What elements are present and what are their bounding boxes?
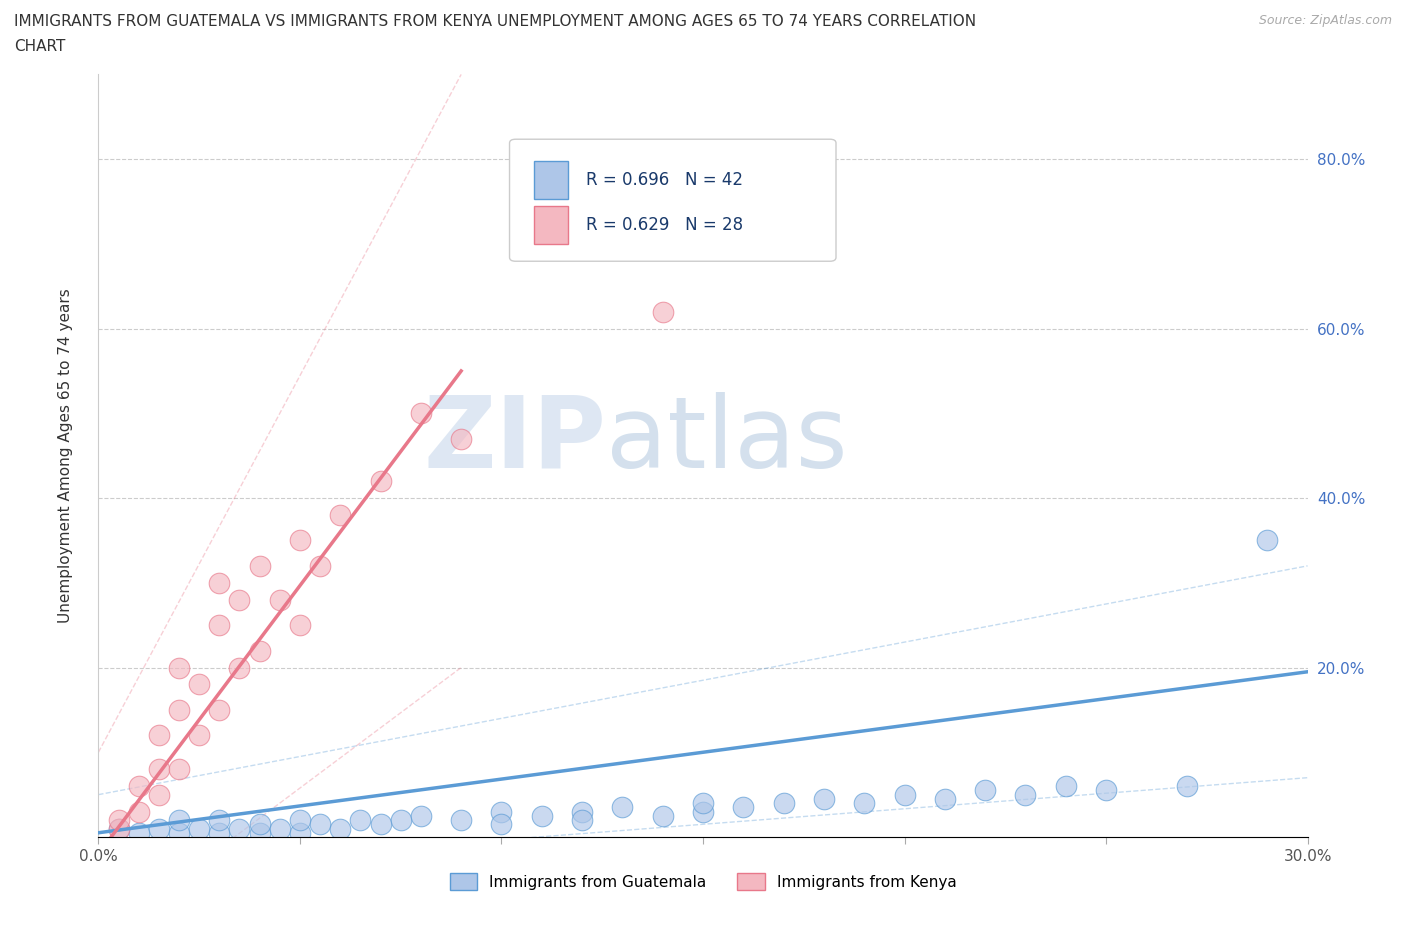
Point	[128, 825, 150, 840]
Point	[370, 817, 392, 831]
Point	[1095, 783, 1118, 798]
Point	[349, 813, 371, 828]
Text: R = 0.696   N = 42: R = 0.696 N = 42	[586, 170, 742, 189]
Point	[491, 817, 513, 831]
Point	[772, 796, 794, 811]
Point	[651, 808, 673, 823]
Point	[208, 813, 231, 828]
Point	[893, 787, 915, 802]
Point	[228, 821, 250, 836]
Point	[249, 825, 271, 840]
Point	[148, 762, 170, 777]
Point	[1054, 778, 1077, 793]
Point	[249, 644, 271, 658]
Point	[188, 821, 211, 836]
Point	[148, 728, 170, 743]
Point	[208, 825, 231, 840]
Point	[128, 778, 150, 793]
Point	[228, 660, 250, 675]
Point	[188, 677, 211, 692]
Point	[733, 800, 755, 815]
Point	[491, 804, 513, 819]
Text: atlas: atlas	[606, 392, 848, 489]
Text: ZIP: ZIP	[423, 392, 606, 489]
FancyBboxPatch shape	[509, 140, 837, 261]
Point	[188, 728, 211, 743]
Point	[288, 825, 311, 840]
Point	[269, 821, 291, 836]
Point	[249, 817, 271, 831]
Point	[167, 825, 190, 840]
FancyBboxPatch shape	[534, 161, 568, 199]
Point	[571, 804, 593, 819]
Point	[148, 821, 170, 836]
Point	[329, 508, 352, 523]
Point	[167, 702, 190, 717]
Point	[974, 783, 997, 798]
Point	[692, 796, 714, 811]
Point	[813, 791, 835, 806]
Point	[107, 821, 129, 836]
Point	[128, 804, 150, 819]
Point	[107, 821, 129, 836]
Point	[530, 808, 553, 823]
Point	[329, 821, 352, 836]
Point	[309, 558, 332, 573]
Point	[934, 791, 956, 806]
Point	[167, 762, 190, 777]
Text: R = 0.629   N = 28: R = 0.629 N = 28	[586, 217, 742, 234]
Point	[309, 817, 332, 831]
Point	[612, 800, 634, 815]
Text: IMMIGRANTS FROM GUATEMALA VS IMMIGRANTS FROM KENYA UNEMPLOYMENT AMONG AGES 65 TO: IMMIGRANTS FROM GUATEMALA VS IMMIGRANTS …	[14, 14, 976, 29]
Point	[167, 660, 190, 675]
Point	[228, 592, 250, 607]
Point	[450, 432, 472, 446]
Point	[853, 796, 876, 811]
Text: CHART: CHART	[14, 39, 66, 54]
Point	[107, 813, 129, 828]
Point	[288, 533, 311, 548]
Point	[167, 813, 190, 828]
Point	[450, 813, 472, 828]
Point	[269, 592, 291, 607]
Point	[208, 618, 231, 632]
FancyBboxPatch shape	[534, 206, 568, 245]
Point	[208, 576, 231, 591]
Point	[1175, 778, 1198, 793]
Text: Source: ZipAtlas.com: Source: ZipAtlas.com	[1258, 14, 1392, 27]
Point	[370, 473, 392, 488]
Point	[1256, 533, 1278, 548]
Point	[1014, 787, 1036, 802]
Point	[249, 558, 271, 573]
Point	[409, 405, 432, 420]
Y-axis label: Unemployment Among Ages 65 to 74 years: Unemployment Among Ages 65 to 74 years	[58, 288, 73, 623]
Point	[288, 618, 311, 632]
Point	[409, 808, 432, 823]
Legend: Immigrants from Guatemala, Immigrants from Kenya: Immigrants from Guatemala, Immigrants fr…	[441, 865, 965, 898]
Point	[208, 702, 231, 717]
Point	[148, 787, 170, 802]
Point	[651, 304, 673, 319]
Point	[389, 813, 412, 828]
Point	[692, 804, 714, 819]
Point	[571, 813, 593, 828]
Point	[288, 813, 311, 828]
